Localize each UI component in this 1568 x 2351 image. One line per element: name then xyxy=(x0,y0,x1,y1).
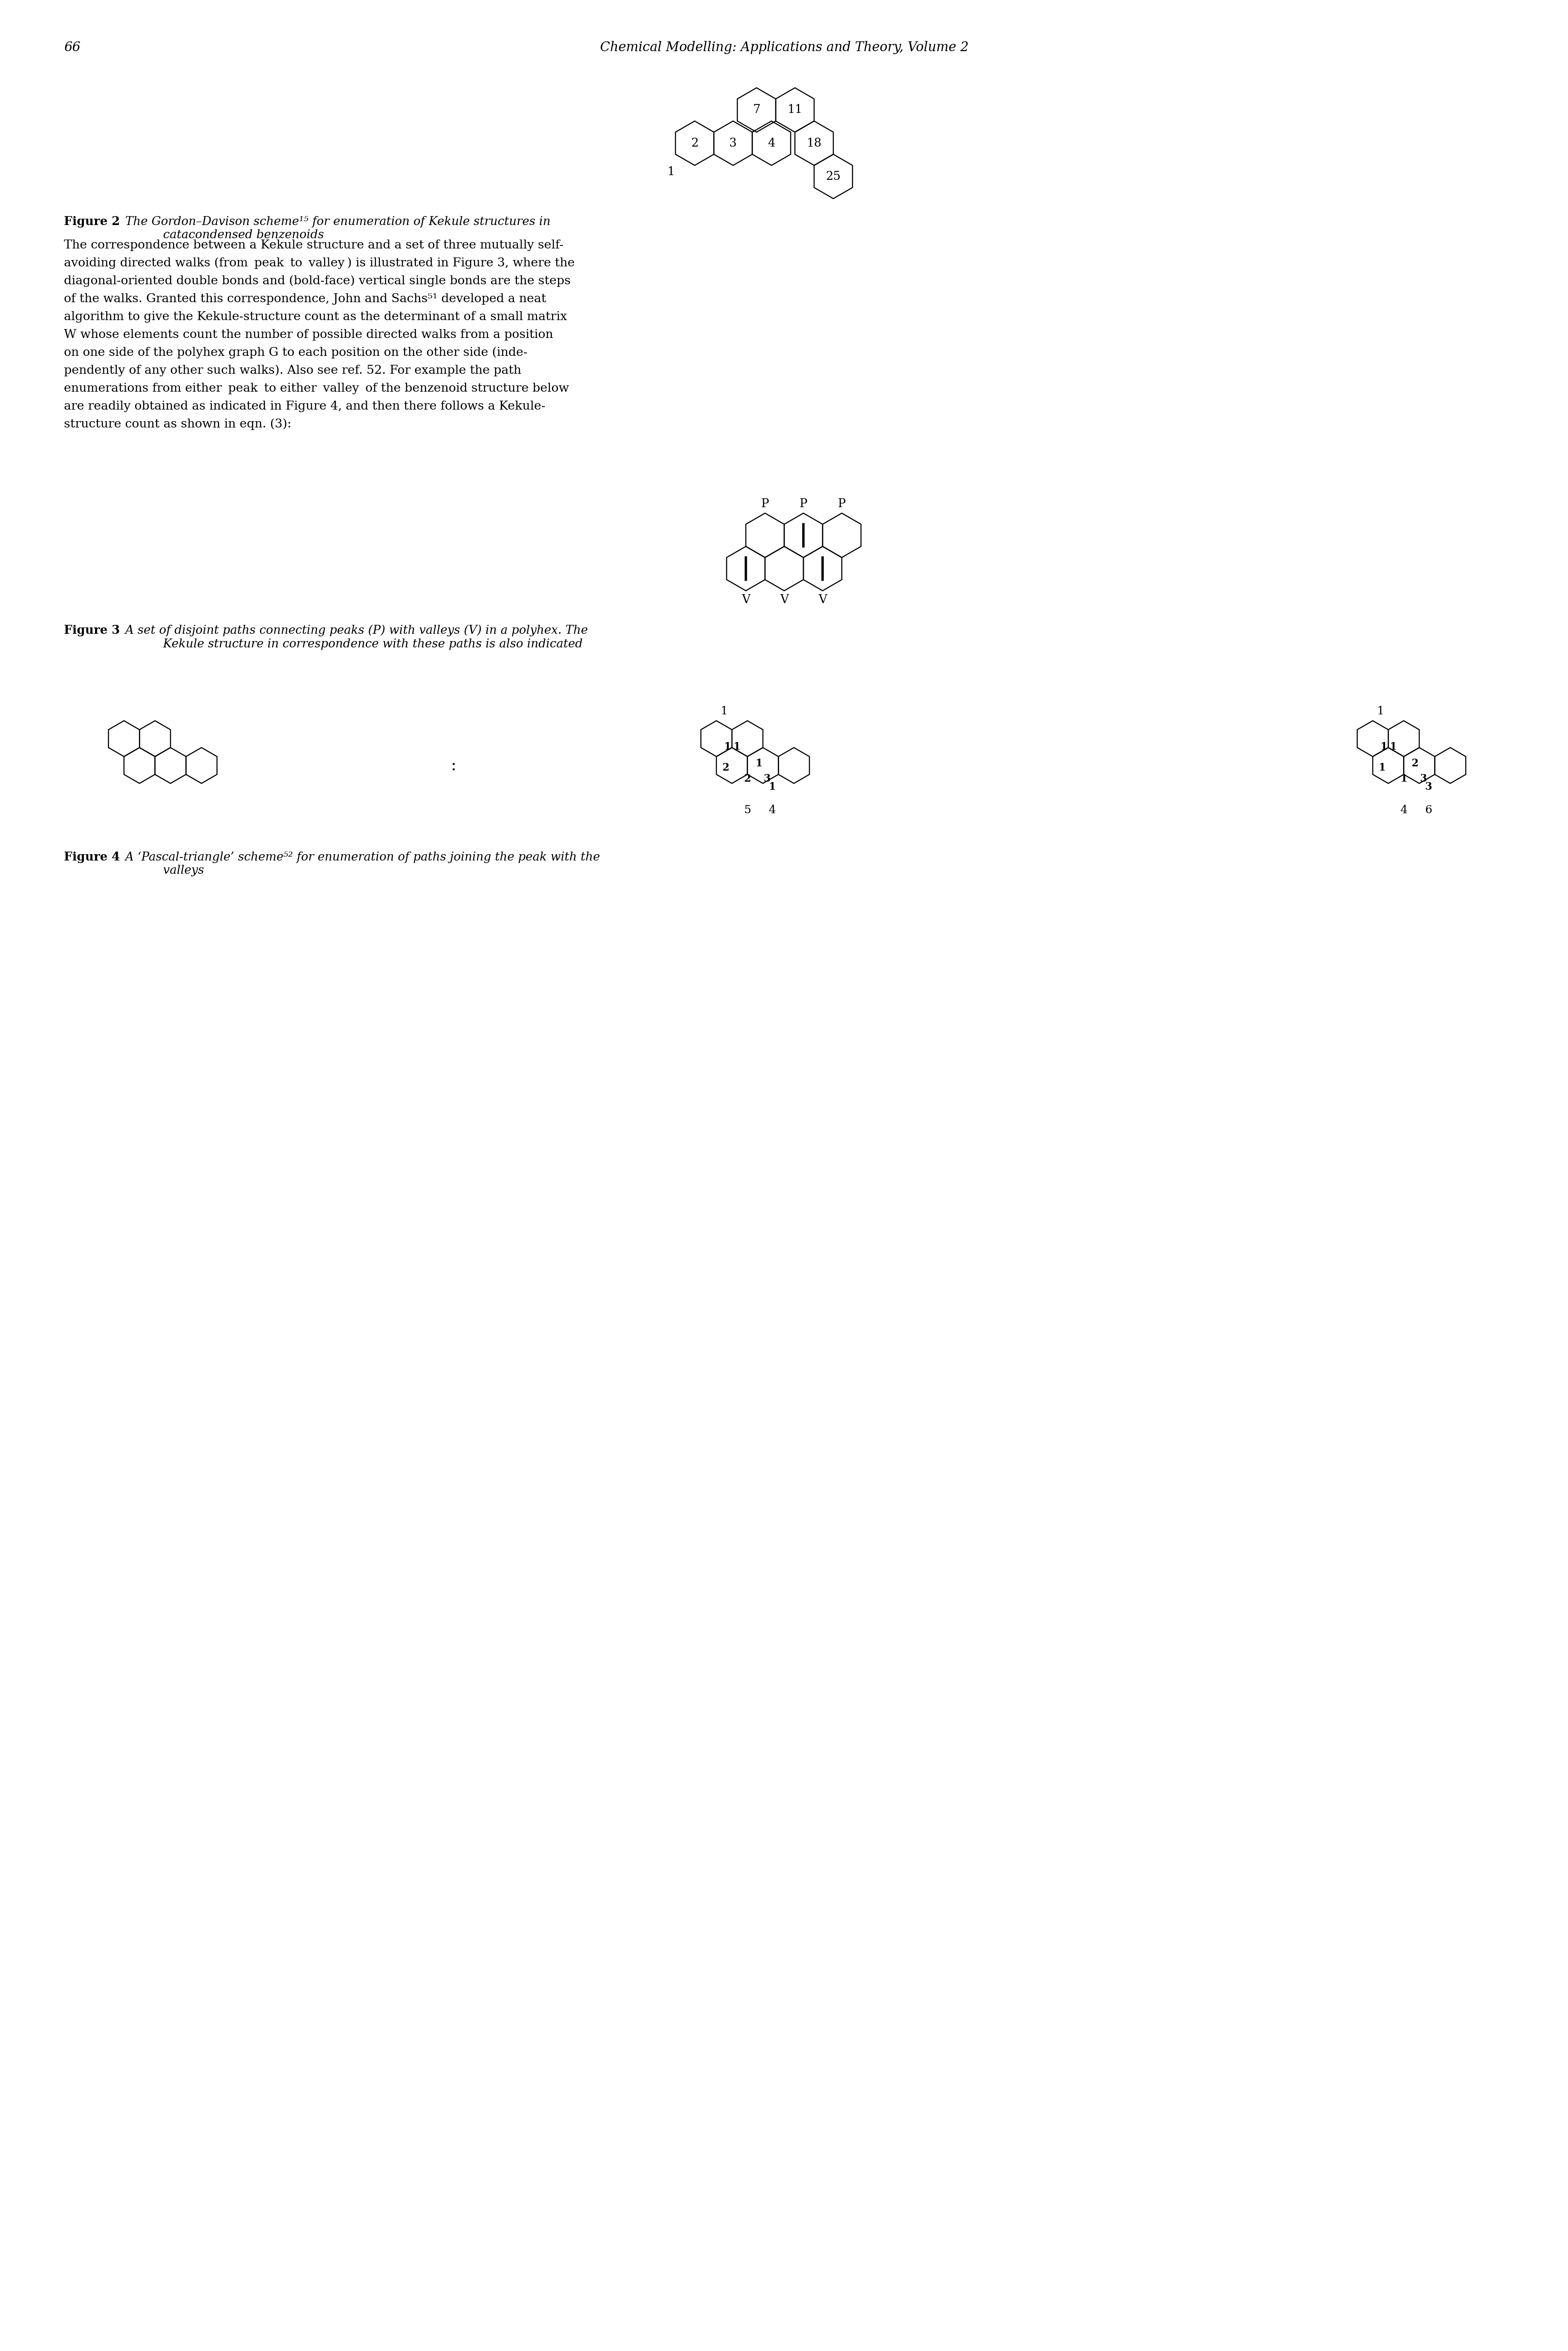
Text: Figure 3: Figure 3 xyxy=(64,625,119,637)
Text: 3: 3 xyxy=(729,136,737,148)
Text: pendently of any other such walks). Also see ref. 52. For example the path: pendently of any other such walks). Also… xyxy=(64,364,521,376)
Text: The Gordon–Davison scheme¹⁵ for enumeration of Kekule structures in
           c: The Gordon–Davison scheme¹⁵ for enumerat… xyxy=(121,216,550,240)
Text: 2: 2 xyxy=(1411,759,1417,769)
Text: 2: 2 xyxy=(743,773,751,783)
Text: 11: 11 xyxy=(787,103,803,115)
Text: enumerations from either  peak  to either  valley  of the benzenoid structure be: enumerations from either peak to either … xyxy=(64,383,569,395)
Text: 1: 1 xyxy=(754,759,762,769)
Text: 4: 4 xyxy=(768,804,776,816)
Text: 1: 1 xyxy=(1378,762,1385,773)
Text: 66: 66 xyxy=(64,40,80,54)
Text: 5: 5 xyxy=(743,804,751,816)
Text: 3: 3 xyxy=(1419,773,1427,783)
Text: 1: 1 xyxy=(1400,773,1406,783)
Text: 2: 2 xyxy=(721,762,729,773)
Text: structure count as shown in eqn. (3):: structure count as shown in eqn. (3): xyxy=(64,418,292,430)
Text: Chemical Modelling: Applications and Theory, Volume 2: Chemical Modelling: Applications and The… xyxy=(601,40,967,54)
Text: A set of disjoint paths connecting peaks (P) with valleys (V) in a polyhex. The
: A set of disjoint paths connecting peaks… xyxy=(121,625,588,649)
Text: 4: 4 xyxy=(1400,804,1406,816)
Text: W whose elements count the number of possible directed walks from a position: W whose elements count the number of pos… xyxy=(64,329,554,341)
Text: P: P xyxy=(800,498,808,510)
Text: :: : xyxy=(452,757,456,773)
Text: V: V xyxy=(742,595,750,607)
Text: 1: 1 xyxy=(668,167,674,179)
Text: 1: 1 xyxy=(1389,741,1396,752)
Text: on one side of the polyhex graph G to each position on the other side (inde-: on one side of the polyhex graph G to ea… xyxy=(64,348,527,360)
Text: 3: 3 xyxy=(764,773,770,783)
Text: 7: 7 xyxy=(753,103,760,115)
Text: of the walks. Granted this correspondence, John and Sachs⁵¹ developed a neat: of the walks. Granted this correspondenc… xyxy=(64,294,546,306)
Text: 1: 1 xyxy=(1377,705,1383,717)
Text: 1: 1 xyxy=(768,783,776,792)
Text: 6: 6 xyxy=(1425,804,1432,816)
Text: Figure 4: Figure 4 xyxy=(64,851,119,863)
Text: A ‘Pascal-triangle’ scheme⁵² for enumeration of paths joining the peak with the
: A ‘Pascal-triangle’ scheme⁵² for enumera… xyxy=(121,851,601,877)
Text: The correspondence between a Kekule structure and a set of three mutually self-: The correspondence between a Kekule stru… xyxy=(64,240,563,252)
Text: P: P xyxy=(760,498,768,510)
Text: diagonal-oriented double bonds and (bold-face) vertical single bonds are the ste: diagonal-oriented double bonds and (bold… xyxy=(64,275,571,287)
Text: are readily obtained as indicated in Figure 4, and then there follows a Kekule-: are readily obtained as indicated in Fig… xyxy=(64,400,546,411)
Text: 4: 4 xyxy=(767,136,775,148)
Text: 1: 1 xyxy=(720,705,728,717)
Text: algorithm to give the Kekule-structure count as the determinant of a small matri: algorithm to give the Kekule-structure c… xyxy=(64,310,568,322)
Text: 1: 1 xyxy=(723,741,731,752)
Text: V: V xyxy=(779,595,789,607)
Text: Figure 2: Figure 2 xyxy=(64,216,119,228)
Text: V: V xyxy=(818,595,826,607)
Text: 25: 25 xyxy=(826,172,840,183)
Text: 1: 1 xyxy=(1380,741,1386,752)
Text: P: P xyxy=(837,498,845,510)
Text: 2: 2 xyxy=(691,136,698,148)
Text: 1: 1 xyxy=(732,741,740,752)
Text: 18: 18 xyxy=(806,136,822,148)
Text: 3: 3 xyxy=(1425,783,1432,792)
Text: avoiding directed walks (from  peak  to  valley ) is illustrated in Figure 3, wh: avoiding directed walks (from peak to va… xyxy=(64,256,574,268)
